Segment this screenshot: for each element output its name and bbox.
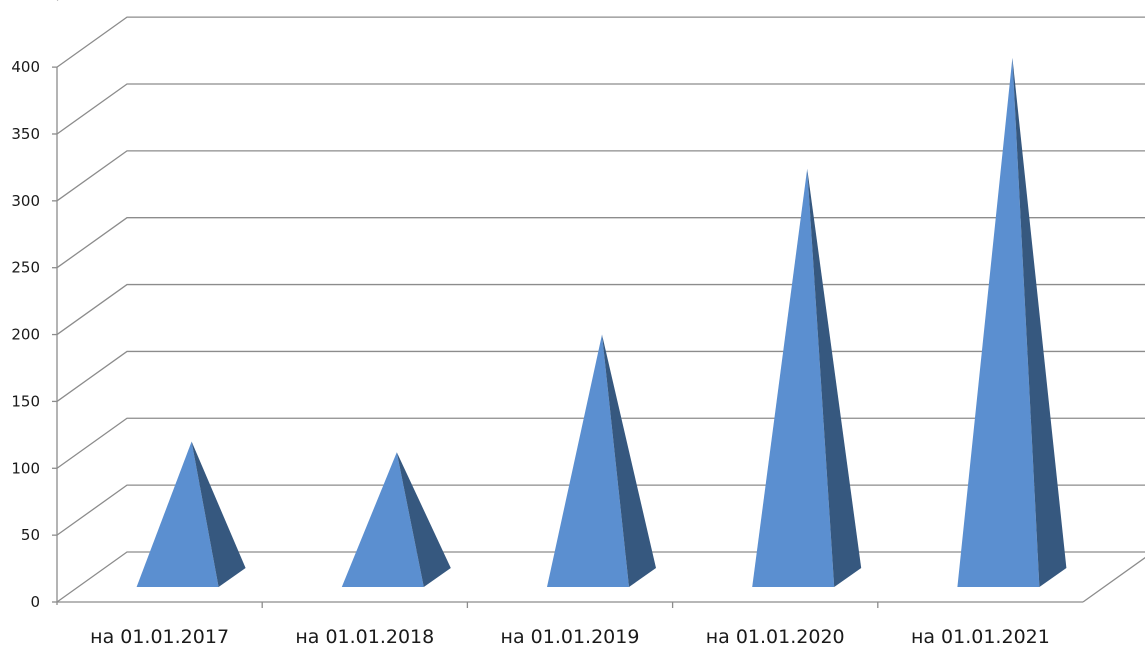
pyramid-side-face	[807, 168, 862, 587]
pyramid-front-face	[547, 334, 629, 587]
pyramid-front-face	[136, 441, 219, 587]
x-tick-label: на 01.01.2019	[501, 626, 640, 648]
gridlines	[56, 0, 1145, 603]
pyramid-front-face	[341, 452, 424, 587]
y-tick-label: 0	[30, 593, 40, 611]
y-tick-label: 150	[11, 392, 40, 410]
floor-edge	[1082, 556, 1145, 603]
pyramid-front-face	[957, 57, 1040, 588]
pyramid-side-face	[602, 334, 656, 587]
y-tick-label: 50	[21, 526, 40, 544]
y-tick-label: 250	[11, 259, 40, 277]
pyramids	[136, 57, 1067, 588]
pyramid-side-face	[1012, 57, 1067, 588]
y-tick-label: 350	[11, 125, 40, 143]
pyramid-front-face	[752, 168, 835, 587]
y-tick-label: 400	[11, 58, 40, 76]
gridline	[56, 16, 1145, 68]
pyramid-bar	[136, 441, 246, 587]
gridline	[56, 283, 1145, 336]
y-tick-label: 100	[11, 459, 40, 477]
pyramid-side-face	[396, 452, 451, 587]
x-axis-tick-labels: на 01.01.2017 на 01.01.2018 на 01.01.2019 н…	[90, 626, 1050, 648]
gridline	[56, 217, 1145, 269]
gridline	[56, 150, 1145, 202]
pyramid-bar	[547, 334, 656, 587]
axes	[52, 66, 1145, 608]
pyramid-bar	[752, 168, 862, 587]
pyramid-bar	[341, 452, 451, 587]
x-tick-label: на 01.01.2020	[706, 626, 845, 648]
pyramid-side-face	[191, 441, 246, 587]
pyramid-bar	[957, 57, 1067, 588]
gridline	[56, 83, 1145, 135]
y-axis-tick-labels: 0 50 100 150 200 250 300 350 400	[11, 58, 40, 611]
y-tick-label: 300	[11, 192, 40, 210]
x-tick-label: на 01.01.2017	[90, 626, 229, 648]
x-tick-label: на 01.01.2018	[295, 626, 434, 648]
y-tick-label: 200	[11, 326, 40, 344]
x-tick-label: на 01.01.2021	[911, 626, 1050, 648]
